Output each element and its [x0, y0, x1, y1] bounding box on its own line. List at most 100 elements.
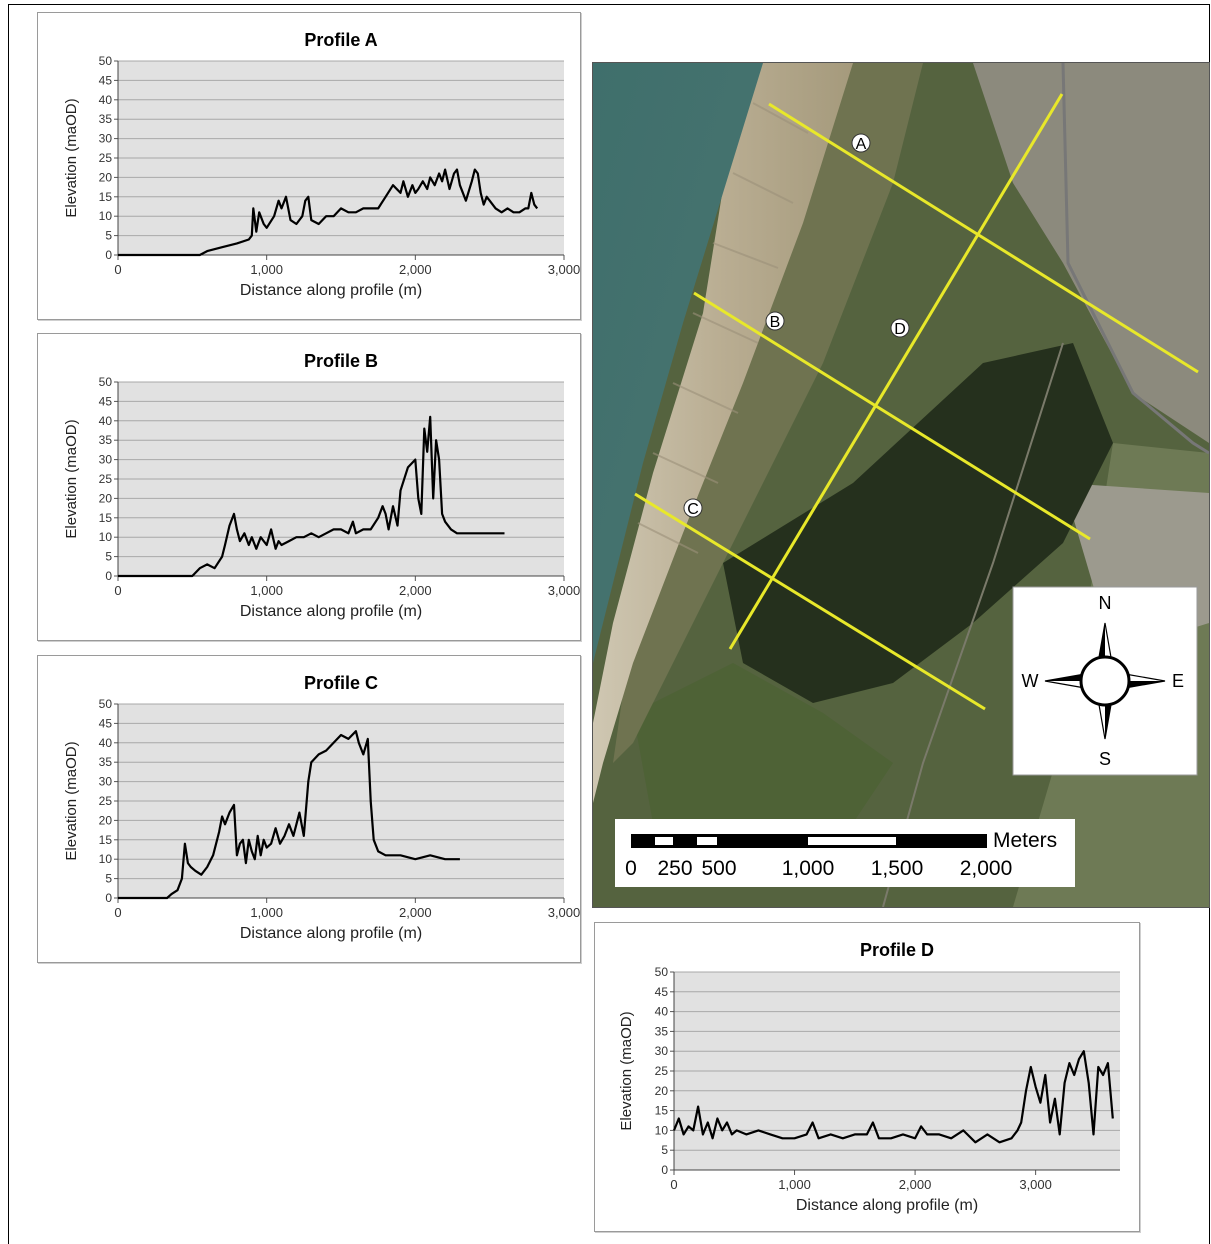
x-tick-label: 1,000: [778, 1177, 811, 1192]
y-tick-label: 45: [99, 73, 113, 87]
y-tick-label: 20: [99, 813, 113, 827]
scale-label: 2,000: [960, 857, 1013, 880]
y-tick-label: 50: [99, 375, 113, 389]
y-tick-label: 40: [99, 93, 113, 107]
scale-label: 1,500: [871, 857, 924, 880]
x-tick-label: 3,000: [548, 262, 580, 277]
x-tick-label: 0: [114, 583, 121, 598]
profile-label-c: C: [687, 501, 699, 518]
profile-a-chart: Profile A 0 5 10 15 20 25 30 35 40 45 50 0 1,000 2,000…: [37, 12, 581, 320]
y-tick-label: 30: [655, 1044, 669, 1058]
chart-title: Profile C: [304, 673, 378, 693]
y-tick-label: 25: [99, 151, 113, 165]
y-tick-label: 40: [99, 736, 113, 750]
profile-line-b: [693, 291, 1091, 541]
y-tick-label: 15: [99, 511, 113, 525]
beach-area: [593, 63, 853, 803]
map-svg: A B C D N S E W: [593, 63, 1209, 907]
y-tick-label: 15: [655, 1104, 669, 1118]
compass-w: W: [1022, 671, 1039, 691]
y-tick-label: 45: [99, 716, 113, 730]
chart-title: Profile D: [860, 940, 934, 960]
y-tick-label: 40: [99, 414, 113, 428]
y-tick-label: 20: [99, 170, 113, 184]
y-axis-label: Elevation (maOD): [63, 98, 80, 217]
y-tick-label: 5: [661, 1143, 668, 1157]
x-tick-label: 2,000: [399, 905, 432, 920]
y-tick-label: 15: [99, 190, 113, 204]
y-tick-label: 15: [99, 833, 113, 847]
profile-d-chart: Profile D 0 5 10 15 20 25 30 35 40 45 50 0 1,000 2,000…: [594, 922, 1140, 1232]
road: [1061, 63, 1209, 455]
y-axis-label: Elevation (maOD): [618, 1011, 635, 1130]
profile-lines: [634, 93, 1199, 711]
profile-line-c: [634, 492, 986, 711]
y-tick-label: 0: [661, 1163, 668, 1177]
scale-bar: Meters 0 250 500 1,000 1,500 2,000: [615, 819, 1075, 887]
y-tick-label: 5: [105, 550, 112, 564]
profile-label-a: A: [856, 136, 867, 153]
elevation-series-line: [118, 168, 539, 257]
scale-label: 1,000: [782, 857, 835, 880]
chart-svg: Profile D 0 5 10 15 20 25 30 35 40 45 50 0 1,000 2,000…: [618, 940, 1120, 1214]
compass-n: N: [1099, 593, 1112, 613]
y-tick-label: 50: [99, 54, 113, 68]
y-tick-label: 20: [655, 1084, 669, 1098]
y-tick-label: 5: [105, 872, 112, 886]
compass-s: S: [1099, 749, 1111, 769]
y-tick-label: 35: [99, 433, 113, 447]
y-tick-label: 35: [99, 112, 113, 126]
scale-label: 250: [657, 857, 692, 880]
y-axis-label: Elevation (maOD): [63, 419, 80, 538]
x-tick-label: 3,000: [548, 583, 580, 598]
x-tick-label: 2,000: [399, 262, 432, 277]
y-tick-label: 50: [99, 697, 113, 711]
dune-area: [613, 63, 923, 763]
profile-label-b: B: [770, 314, 781, 331]
x-tick-label: 0: [114, 905, 121, 920]
x-tick-label: 3,000: [548, 905, 580, 920]
x-tick-label: 0: [670, 1177, 677, 1192]
x-tick-label: 1,000: [250, 583, 283, 598]
y-tick-label: 0: [105, 248, 112, 262]
y-axis-label: Elevation (maOD): [63, 741, 80, 860]
y-tick-label: 5: [105, 229, 112, 243]
profile-c-chart: Profile C 0 5 10 15 20 25 30 35 40 45 50 0 1,000 2,000…: [37, 655, 581, 963]
chart-title: Profile B: [304, 351, 378, 371]
scale-label: 0: [625, 857, 637, 880]
profile-b-chart: Profile B 0 5 10 15 20 25 30 35 40 45 50 0 1,000 2,000…: [37, 333, 581, 641]
y-tick-label: 30: [99, 453, 113, 467]
y-tick-label: 35: [99, 755, 113, 769]
y-tick-label: 10: [655, 1123, 669, 1137]
elevation-series-line: [118, 415, 505, 578]
y-tick-label: 35: [655, 1024, 669, 1038]
y-tick-label: 0: [105, 891, 112, 905]
chart-svg: Profile B 0 5 10 15 20 25 30 35 40 45 50 0 1,000 2,000…: [63, 351, 580, 620]
y-tick-label: 10: [99, 530, 113, 544]
compass-rose: N S E W: [1012, 586, 1198, 776]
compass-e: E: [1172, 671, 1184, 691]
y-tick-label: 45: [655, 985, 669, 999]
elevation-series-line: [672, 1050, 1114, 1144]
chart-title: Profile A: [304, 30, 377, 50]
x-tick-label: 2,000: [399, 583, 432, 598]
y-tick-label: 0: [105, 569, 112, 583]
y-tick-label: 10: [99, 852, 113, 866]
y-tick-label: 50: [655, 965, 669, 979]
scale-unit: Meters: [993, 829, 1057, 852]
x-tick-label: 1,000: [250, 905, 283, 920]
profile-line-a: [768, 102, 1199, 374]
sand-ripples: [637, 102, 809, 554]
x-axis-label: Distance along profile (m): [240, 925, 422, 942]
y-tick-label: 30: [99, 775, 113, 789]
y-tick-label: 45: [99, 394, 113, 408]
y-tick-label: 25: [99, 794, 113, 808]
elevation-series-line: [118, 730, 460, 900]
y-tick-label: 25: [99, 472, 113, 486]
y-tick-label: 25: [655, 1064, 669, 1078]
x-axis-label: Distance along profile (m): [240, 603, 422, 620]
sea-area: [593, 63, 763, 663]
chart-svg: Profile A 0 5 10 15 20 25 30 35 40 45 50 0 1,000 2,000…: [63, 30, 580, 299]
x-tick-label: 3,000: [1019, 1177, 1052, 1192]
y-tick-label: 10: [99, 209, 113, 223]
